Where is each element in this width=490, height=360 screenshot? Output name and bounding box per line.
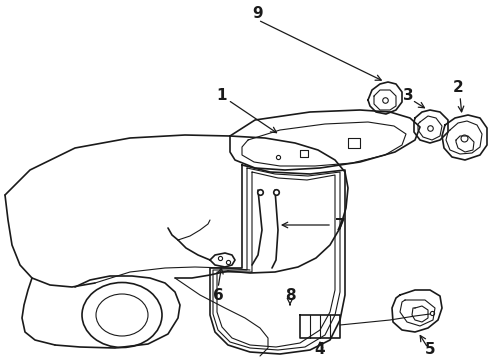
Text: 4: 4: [315, 342, 325, 357]
Text: 7: 7: [335, 217, 345, 233]
Text: 6: 6: [213, 288, 223, 302]
Text: 1: 1: [217, 87, 227, 103]
Text: 9: 9: [253, 6, 263, 22]
Text: 5: 5: [425, 342, 435, 357]
Text: 3: 3: [403, 87, 413, 103]
Text: 2: 2: [453, 81, 464, 95]
Text: 8: 8: [285, 288, 295, 302]
